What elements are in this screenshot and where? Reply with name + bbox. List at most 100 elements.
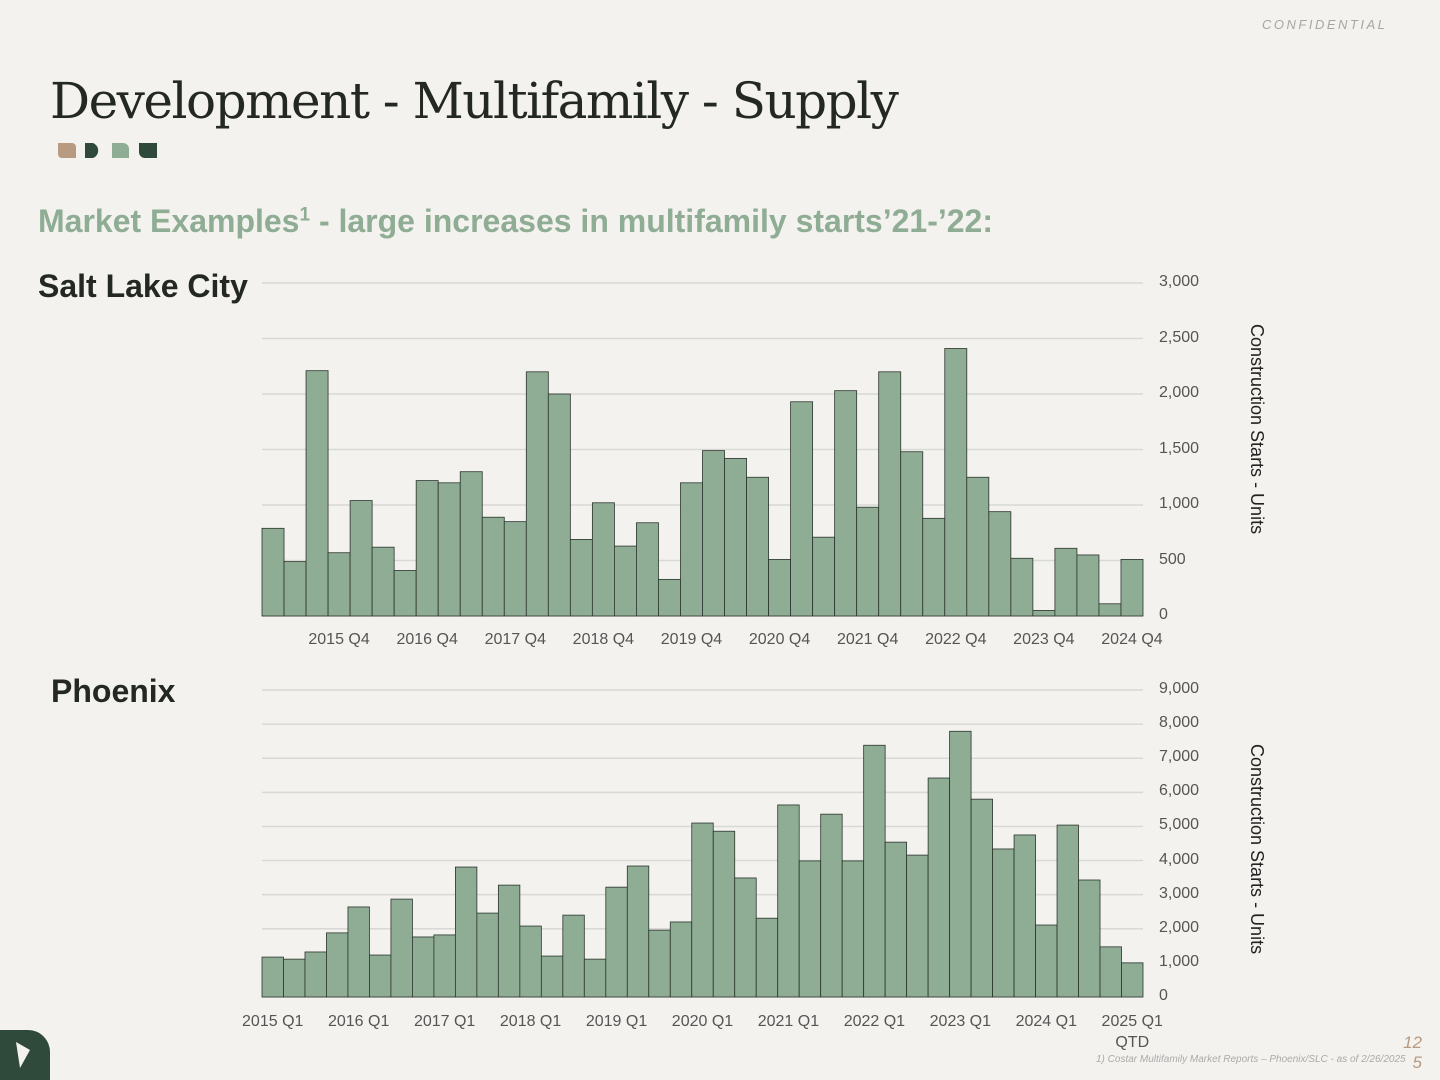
bar bbox=[768, 558, 792, 617]
bar bbox=[433, 934, 456, 998]
leaf bbox=[112, 143, 129, 158]
bar bbox=[540, 955, 564, 998]
bar bbox=[1121, 962, 1144, 998]
page-number: 125 bbox=[1403, 1033, 1422, 1072]
y-tick-label: 0 bbox=[1159, 987, 1168, 1004]
bar bbox=[503, 521, 527, 617]
bar bbox=[1099, 946, 1122, 998]
bar bbox=[992, 848, 1015, 998]
subtitle: Market Examples1 - large increases in mu… bbox=[38, 203, 993, 240]
y-tick-label: 7,000 bbox=[1159, 748, 1200, 766]
y-tick-label: 0 bbox=[1159, 606, 1168, 623]
bar bbox=[305, 370, 329, 617]
bar bbox=[658, 578, 681, 617]
bar bbox=[988, 511, 1012, 617]
bar bbox=[812, 536, 836, 617]
x-tick-label: 2020 Q4 bbox=[748, 631, 811, 648]
bar bbox=[970, 798, 993, 998]
bar bbox=[636, 522, 659, 617]
bar bbox=[283, 561, 307, 617]
y-tick-label: 8,000 bbox=[1159, 714, 1200, 732]
bar bbox=[712, 830, 736, 998]
bar bbox=[841, 860, 865, 998]
bar bbox=[283, 958, 306, 998]
bar bbox=[562, 914, 585, 998]
x-tick-label: 2024 Q4 bbox=[1101, 631, 1163, 648]
x-tick-label: 2025 Q1 QTD bbox=[1101, 1013, 1163, 1051]
x-tick-label: 2019 Q4 bbox=[660, 631, 723, 648]
bar bbox=[347, 906, 370, 998]
bar bbox=[437, 482, 461, 617]
bar bbox=[1120, 558, 1144, 617]
bar bbox=[1076, 554, 1100, 617]
y-axis-title: Construction Starts - Units bbox=[1247, 744, 1267, 955]
bar bbox=[591, 502, 615, 617]
x-tick-label: 2017 Q4 bbox=[484, 631, 546, 648]
bar bbox=[626, 865, 650, 998]
bar bbox=[648, 929, 671, 998]
bar bbox=[944, 348, 968, 617]
y-tick-label: 9,000 bbox=[1159, 680, 1200, 697]
bar bbox=[454, 866, 478, 998]
y-tick-label: 3,000 bbox=[1159, 884, 1200, 902]
bar bbox=[1054, 547, 1078, 617]
x-tick-label: 2019 Q1 bbox=[585, 1013, 648, 1030]
bar bbox=[1013, 834, 1036, 998]
bar bbox=[702, 450, 725, 617]
logo-mark bbox=[16, 1042, 30, 1068]
bar bbox=[304, 951, 327, 998]
x-tick-label: 2021 Q1 bbox=[757, 1013, 820, 1030]
bar bbox=[927, 777, 951, 998]
bar bbox=[669, 921, 693, 998]
bar bbox=[1010, 557, 1034, 617]
x-tick-label: 2022 Q4 bbox=[925, 631, 987, 648]
bar bbox=[922, 517, 946, 617]
bar bbox=[966, 476, 990, 617]
bar bbox=[327, 552, 351, 617]
y-tick-label: 1,000 bbox=[1159, 495, 1200, 512]
x-tick-label: 2016 Q1 bbox=[327, 1013, 390, 1030]
bar bbox=[1098, 603, 1122, 617]
x-tick-label: 2016 Q4 bbox=[396, 631, 458, 648]
bar bbox=[1078, 879, 1101, 998]
bar bbox=[371, 546, 395, 617]
bar bbox=[820, 813, 843, 998]
bar bbox=[755, 917, 779, 998]
x-tick-label: 2023 Q4 bbox=[1013, 631, 1075, 648]
bar bbox=[863, 744, 886, 998]
bar bbox=[393, 570, 417, 617]
bar bbox=[790, 401, 814, 617]
bar bbox=[878, 371, 902, 617]
y-tick-label: 4,000 bbox=[1159, 850, 1200, 868]
x-tick-label: 2015 Q1 bbox=[242, 1013, 304, 1030]
bar bbox=[777, 804, 800, 998]
bar bbox=[390, 898, 413, 998]
bar bbox=[583, 958, 607, 998]
y-tick-label: 6,000 bbox=[1159, 782, 1200, 800]
bar bbox=[569, 539, 593, 617]
bar bbox=[481, 516, 505, 617]
subtitle-text: - large increases in multifamily starts’… bbox=[310, 203, 993, 239]
x-tick-label: 2018 Q4 bbox=[572, 631, 635, 648]
x-tick-label: 2018 Q1 bbox=[499, 1013, 562, 1030]
bar bbox=[1056, 824, 1079, 998]
leaf bbox=[85, 143, 99, 158]
bar bbox=[497, 884, 521, 998]
subtitle-text: Market Examples bbox=[38, 203, 300, 239]
leaf bbox=[139, 143, 157, 158]
footnote-mark: 1 bbox=[299, 204, 311, 226]
bar bbox=[349, 500, 373, 617]
x-tick-label: 2020 Q1 bbox=[671, 1013, 734, 1030]
bar bbox=[680, 482, 703, 617]
y-tick-label: 2,500 bbox=[1159, 328, 1200, 346]
bar bbox=[856, 506, 880, 617]
y-tick-label: 1,000 bbox=[1159, 952, 1200, 970]
bar bbox=[547, 393, 571, 617]
bar bbox=[884, 841, 908, 998]
x-tick-label: 2021 Q4 bbox=[836, 631, 899, 648]
bar bbox=[834, 390, 858, 617]
bar bbox=[261, 956, 284, 998]
bar bbox=[415, 480, 439, 617]
